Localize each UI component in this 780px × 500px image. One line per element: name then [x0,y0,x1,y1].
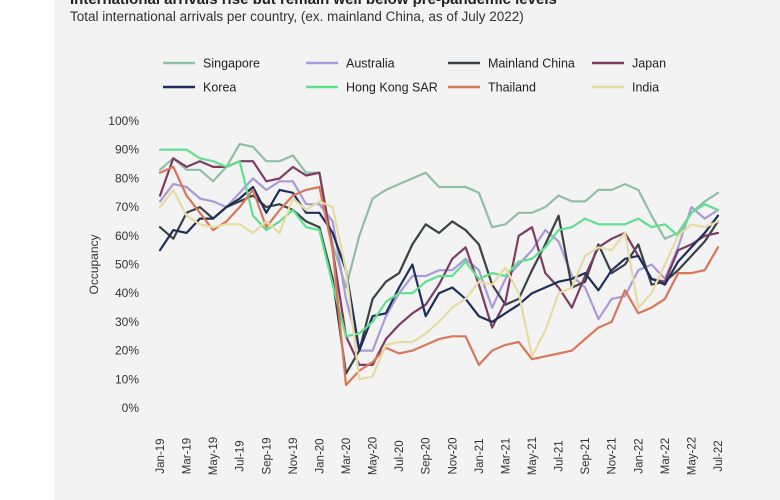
legend-label: Hong Kong SAR [346,81,438,95]
y-tick-label: 100% [108,114,139,128]
x-tick-label: May-19 [208,437,220,475]
legend-label: Australia [346,57,395,71]
y-tick-label: 30% [115,315,139,329]
x-tick-label: May-20 [368,437,380,475]
x-tick-label: Sep-21 [580,437,592,474]
y-tick-label: 70% [115,200,139,214]
x-tick-label: Jan-20 [314,438,326,473]
x-tick-label: Sep-19 [261,437,273,474]
x-tick-label: Nov-19 [288,437,300,474]
y-axis-label: Occupancy [87,234,101,294]
chart-subtitle: Total international arrivals per country… [70,9,524,24]
series-line-australia [158,177,720,352]
x-tick-label: Jul-20 [394,440,406,471]
y-axis: 0% 10% 20% 30% 40% 50% 60% 70% 80% 90% 100% Occupan… [87,114,139,415]
x-tick-label: Jul-22 [713,440,725,471]
y-tick-label: 80% [115,171,139,185]
x-tick-label: Mar-20 [341,438,353,474]
chart-panel [54,0,780,500]
x-tick-label: May-21 [527,437,539,475]
series-line-singapore [158,142,720,289]
x-tick-label: Jan-22 [633,438,645,473]
series-line-mainland-china [158,194,720,375]
x-tick-label: Sep-20 [421,437,433,474]
chart-title: International arrivals rise but remain w… [70,0,557,8]
x-tick-label: Mar-19 [182,438,194,474]
x-tick-label: May-22 [686,437,698,475]
x-tick-label: Jan-19 [155,438,167,473]
chart-legend: Singapore Australia Mainland China Japan Kor… [163,57,666,95]
x-tick-label: Jul-19 [235,440,247,471]
x-tick-label: Jul-21 [554,440,566,471]
legend-label: Korea [203,81,236,95]
y-tick-label: 90% [115,143,139,157]
y-tick-label: 50% [115,258,139,272]
series-line-thailand [158,165,720,387]
y-tick-label: 0% [122,401,140,415]
x-axis: Jan-19 Mar-19 May-19 Jul-19 Sep-19 Nov-19 Jan-… [155,437,725,475]
legend-label: India [632,81,659,95]
series-lines [158,142,720,387]
x-tick-label: Jan-21 [474,438,486,473]
series-line-india [158,188,720,381]
x-tick-label: Nov-21 [607,437,619,474]
legend-label: Mainland China [488,57,575,71]
y-tick-label: 60% [115,229,139,243]
x-tick-label: Mar-21 [500,438,512,474]
series-line-hong-kong-sar [158,148,720,338]
y-tick-label: 10% [115,372,139,386]
x-tick-label: Nov-20 [447,437,459,474]
y-tick-label: 20% [115,344,139,358]
legend-label: Singapore [203,57,260,71]
legend-label: Japan [632,57,666,71]
x-tick-label: Mar-22 [660,438,672,474]
series-line-korea [158,185,720,352]
legend-label: Thailand [488,81,536,95]
y-tick-label: 40% [115,286,139,300]
